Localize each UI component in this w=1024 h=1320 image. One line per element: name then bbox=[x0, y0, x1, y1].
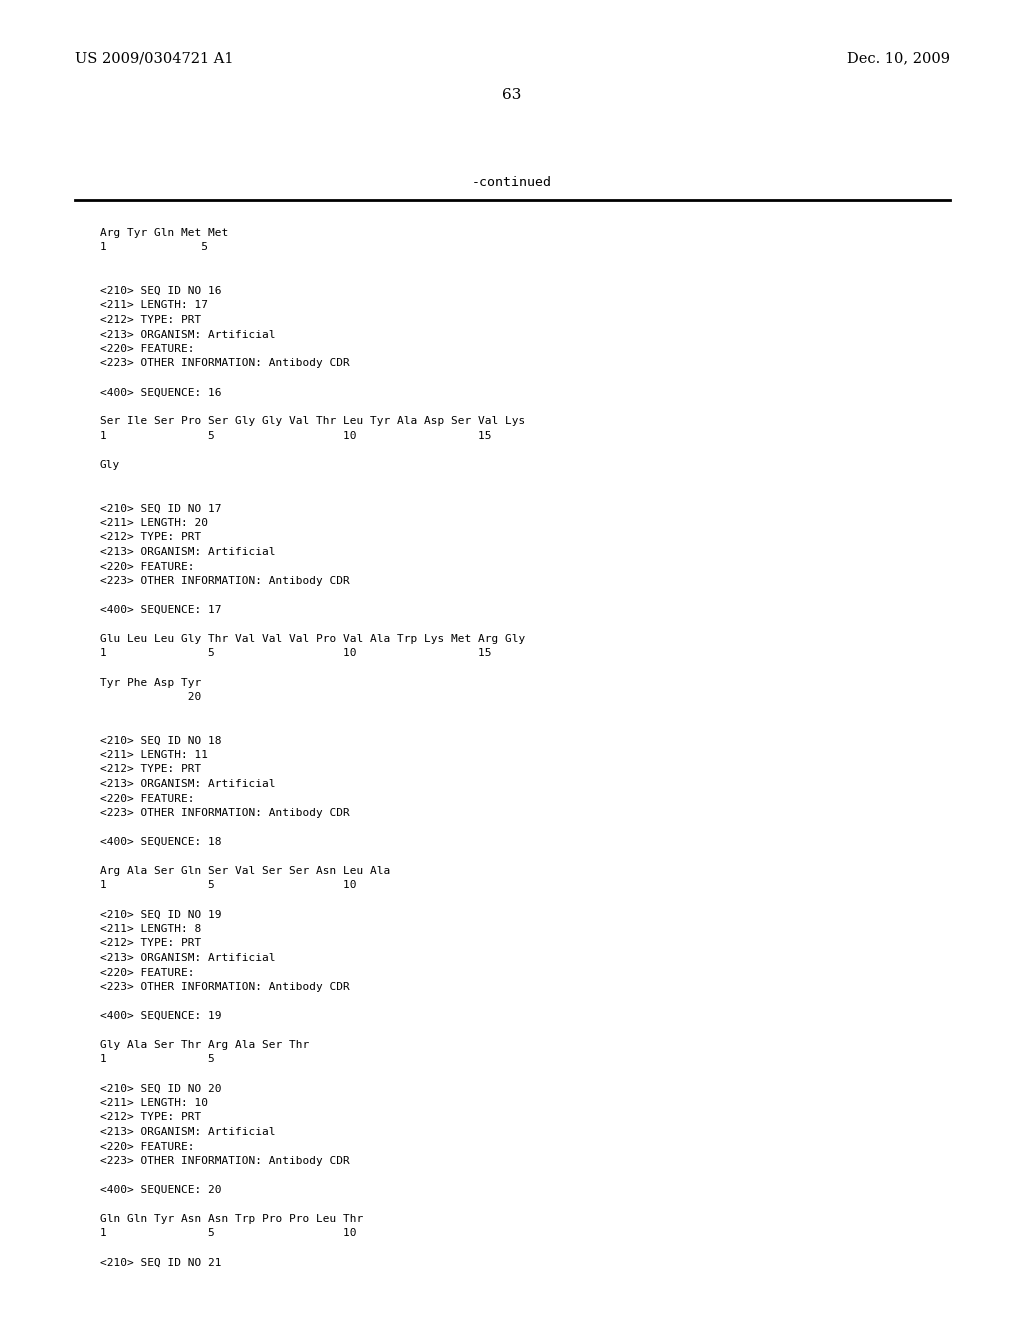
Text: <211> LENGTH: 17: <211> LENGTH: 17 bbox=[100, 301, 208, 310]
Text: <211> LENGTH: 8: <211> LENGTH: 8 bbox=[100, 924, 202, 935]
Text: 1               5                   10                  15: 1 5 10 15 bbox=[100, 648, 492, 659]
Text: 1               5: 1 5 bbox=[100, 1055, 215, 1064]
Text: <210> SEQ ID NO 19: <210> SEQ ID NO 19 bbox=[100, 909, 221, 920]
Text: <213> ORGANISM: Artificial: <213> ORGANISM: Artificial bbox=[100, 330, 275, 339]
Text: <212> TYPE: PRT: <212> TYPE: PRT bbox=[100, 1113, 202, 1122]
Text: <211> LENGTH: 11: <211> LENGTH: 11 bbox=[100, 750, 208, 760]
Text: <210> SEQ ID NO 21: <210> SEQ ID NO 21 bbox=[100, 1258, 221, 1267]
Text: <223> OTHER INFORMATION: Antibody CDR: <223> OTHER INFORMATION: Antibody CDR bbox=[100, 982, 350, 993]
Text: 1               5                   10: 1 5 10 bbox=[100, 1229, 356, 1238]
Text: <220> FEATURE:: <220> FEATURE: bbox=[100, 1142, 195, 1151]
Text: Arg Ala Ser Gln Ser Val Ser Ser Asn Leu Ala: Arg Ala Ser Gln Ser Val Ser Ser Asn Leu … bbox=[100, 866, 390, 876]
Text: <223> OTHER INFORMATION: Antibody CDR: <223> OTHER INFORMATION: Antibody CDR bbox=[100, 808, 350, 818]
Text: <223> OTHER INFORMATION: Antibody CDR: <223> OTHER INFORMATION: Antibody CDR bbox=[100, 1156, 350, 1166]
Text: <211> LENGTH: 10: <211> LENGTH: 10 bbox=[100, 1098, 208, 1107]
Text: Gly: Gly bbox=[100, 459, 120, 470]
Text: <212> TYPE: PRT: <212> TYPE: PRT bbox=[100, 532, 202, 543]
Text: <212> TYPE: PRT: <212> TYPE: PRT bbox=[100, 315, 202, 325]
Text: Ser Ile Ser Pro Ser Gly Gly Val Thr Leu Tyr Ala Asp Ser Val Lys: Ser Ile Ser Pro Ser Gly Gly Val Thr Leu … bbox=[100, 417, 525, 426]
Text: Tyr Phe Asp Tyr: Tyr Phe Asp Tyr bbox=[100, 677, 202, 688]
Text: 1              5: 1 5 bbox=[100, 243, 208, 252]
Text: Dec. 10, 2009: Dec. 10, 2009 bbox=[847, 51, 950, 65]
Text: <400> SEQUENCE: 17: <400> SEQUENCE: 17 bbox=[100, 605, 221, 615]
Text: Arg Tyr Gln Met Met: Arg Tyr Gln Met Met bbox=[100, 228, 228, 238]
Text: Gln Gln Tyr Asn Asn Trp Pro Pro Leu Thr: Gln Gln Tyr Asn Asn Trp Pro Pro Leu Thr bbox=[100, 1214, 364, 1224]
Text: <220> FEATURE:: <220> FEATURE: bbox=[100, 793, 195, 804]
Text: <211> LENGTH: 20: <211> LENGTH: 20 bbox=[100, 517, 208, 528]
Text: <213> ORGANISM: Artificial: <213> ORGANISM: Artificial bbox=[100, 546, 275, 557]
Text: 1               5                   10                  15: 1 5 10 15 bbox=[100, 432, 492, 441]
Text: <220> FEATURE:: <220> FEATURE: bbox=[100, 968, 195, 978]
Text: 20: 20 bbox=[100, 692, 202, 702]
Text: <220> FEATURE:: <220> FEATURE: bbox=[100, 561, 195, 572]
Text: US 2009/0304721 A1: US 2009/0304721 A1 bbox=[75, 51, 233, 65]
Text: <400> SEQUENCE: 16: <400> SEQUENCE: 16 bbox=[100, 388, 221, 397]
Text: <400> SEQUENCE: 18: <400> SEQUENCE: 18 bbox=[100, 837, 221, 847]
Text: <213> ORGANISM: Artificial: <213> ORGANISM: Artificial bbox=[100, 953, 275, 964]
Text: <400> SEQUENCE: 19: <400> SEQUENCE: 19 bbox=[100, 1011, 221, 1020]
Text: <223> OTHER INFORMATION: Antibody CDR: <223> OTHER INFORMATION: Antibody CDR bbox=[100, 576, 350, 586]
Text: <210> SEQ ID NO 20: <210> SEQ ID NO 20 bbox=[100, 1084, 221, 1093]
Text: <213> ORGANISM: Artificial: <213> ORGANISM: Artificial bbox=[100, 779, 275, 789]
Text: <223> OTHER INFORMATION: Antibody CDR: <223> OTHER INFORMATION: Antibody CDR bbox=[100, 359, 350, 368]
Text: -continued: -continued bbox=[472, 176, 552, 189]
Text: <400> SEQUENCE: 20: <400> SEQUENCE: 20 bbox=[100, 1185, 221, 1195]
Text: <220> FEATURE:: <220> FEATURE: bbox=[100, 345, 195, 354]
Text: <210> SEQ ID NO 18: <210> SEQ ID NO 18 bbox=[100, 735, 221, 746]
Text: 63: 63 bbox=[503, 88, 521, 102]
Text: <212> TYPE: PRT: <212> TYPE: PRT bbox=[100, 939, 202, 949]
Text: <212> TYPE: PRT: <212> TYPE: PRT bbox=[100, 764, 202, 775]
Text: <210> SEQ ID NO 16: <210> SEQ ID NO 16 bbox=[100, 286, 221, 296]
Text: Gly Ala Ser Thr Arg Ala Ser Thr: Gly Ala Ser Thr Arg Ala Ser Thr bbox=[100, 1040, 309, 1049]
Text: Glu Leu Leu Gly Thr Val Val Val Pro Val Ala Trp Lys Met Arg Gly: Glu Leu Leu Gly Thr Val Val Val Pro Val … bbox=[100, 634, 525, 644]
Text: 1               5                   10: 1 5 10 bbox=[100, 880, 356, 891]
Text: <210> SEQ ID NO 17: <210> SEQ ID NO 17 bbox=[100, 503, 221, 513]
Text: <213> ORGANISM: Artificial: <213> ORGANISM: Artificial bbox=[100, 1127, 275, 1137]
